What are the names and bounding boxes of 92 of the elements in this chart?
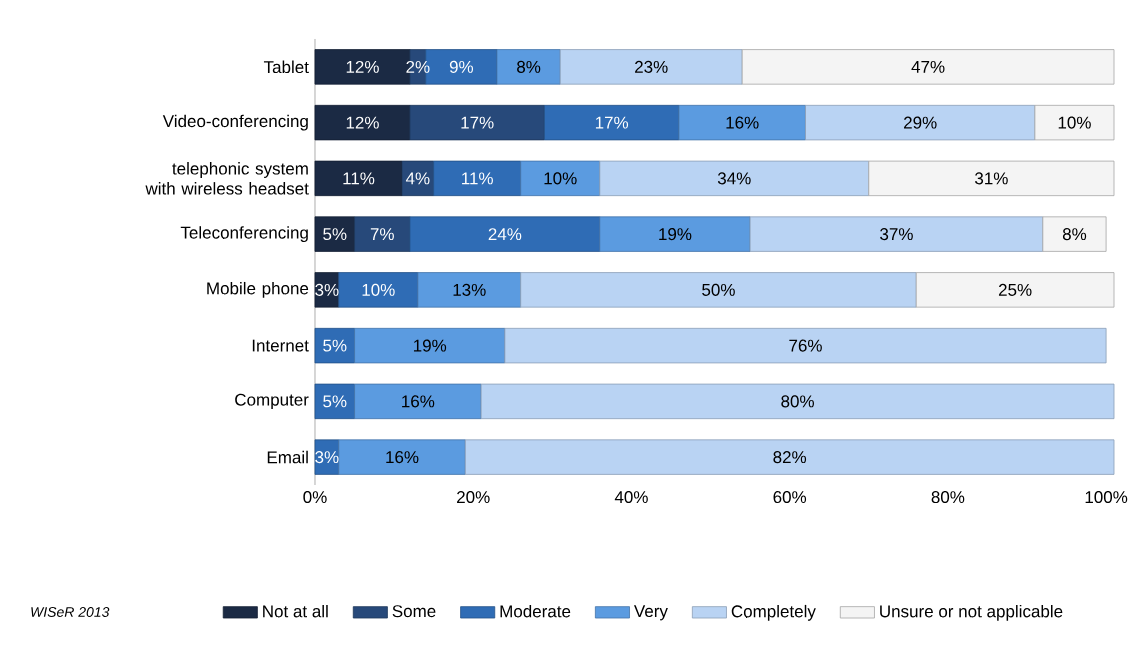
legend-label: Moderate	[500, 604, 571, 618]
bar	[520, 160, 601, 197]
y-tick-label: Mobile phone	[207, 281, 309, 298]
data-label: 29%	[904, 116, 937, 129]
x-tick-label: 100%	[1085, 491, 1128, 504]
y-tick-label: Tablet	[263, 60, 309, 74]
bar	[749, 216, 1044, 252]
bar	[338, 272, 419, 308]
x-tick-label: 40%	[614, 491, 648, 504]
y-tick-label: telephonic system with wireless headset	[145, 162, 309, 195]
bar	[417, 272, 522, 308]
y-tick-label: Video-conferencing	[162, 114, 308, 131]
data-label: 16%	[386, 451, 419, 464]
legend-label: Some	[392, 605, 436, 618]
data-label: 50%	[702, 283, 735, 296]
bar	[1042, 216, 1107, 252]
bar	[915, 272, 1115, 308]
data-label: 82%	[773, 451, 807, 464]
bar	[678, 104, 806, 141]
data-label: 5%	[323, 395, 347, 408]
data-label: 10%	[544, 172, 577, 185]
y-tick-label: Email	[267, 450, 308, 464]
bar	[314, 327, 355, 364]
bar	[544, 104, 680, 141]
data-label: 24%	[488, 228, 522, 241]
bar	[599, 160, 870, 197]
bar	[314, 383, 355, 420]
bar	[805, 104, 1036, 141]
data-label: 8%	[1062, 228, 1087, 241]
y-tick-label: Teleconferencing	[180, 226, 308, 243]
data-label: 3%	[315, 283, 339, 296]
data-label: 10%	[362, 283, 395, 296]
bar	[1034, 104, 1115, 141]
bar	[464, 439, 1115, 475]
bar	[338, 439, 466, 475]
x-tick-label: 0%	[303, 491, 327, 504]
data-label: 5%	[323, 339, 347, 352]
bar	[520, 272, 917, 308]
data-label: 4%	[405, 172, 430, 185]
bar	[868, 160, 1115, 197]
bar	[354, 327, 506, 364]
data-label: 80%	[781, 395, 814, 408]
bar	[433, 160, 522, 197]
data-label: 11%	[343, 172, 375, 185]
data-label: 47%	[911, 60, 945, 73]
data-label: 25%	[998, 283, 1032, 296]
bar	[599, 216, 751, 252]
legend-label: Completely	[731, 604, 816, 621]
data-label: 3%	[315, 451, 339, 464]
data-label: 23%	[635, 60, 668, 73]
data-label: 5%	[323, 228, 347, 241]
data-label: 13%	[453, 283, 486, 296]
y-tick-label: Internet	[252, 339, 309, 352]
text: WISeR 2013	[31, 607, 110, 617]
bar	[401, 160, 435, 197]
legend-label: Very	[633, 605, 668, 621]
data-label: 11%	[462, 172, 493, 185]
data-label: 19%	[659, 228, 692, 241]
y-tick-label: Computer	[235, 393, 309, 410]
data-label: 8%	[517, 60, 541, 73]
data-label: 31%	[975, 172, 1008, 185]
data-label: 34%	[717, 172, 751, 185]
x-tick-label: 80%	[931, 491, 965, 504]
bar	[314, 160, 403, 197]
data-label: 37%	[880, 228, 913, 241]
bar	[496, 49, 561, 85]
bar	[409, 216, 601, 252]
x-tick-label: 20%	[457, 491, 490, 504]
legend-label: Not at all	[263, 604, 328, 618]
data-label: 12%	[346, 60, 379, 73]
bar	[314, 104, 411, 141]
x-tick-label: 60%	[773, 491, 807, 504]
legend-label: Unsure or not applicable	[880, 604, 1063, 621]
bar	[409, 104, 545, 141]
data-label: 19%	[413, 339, 447, 352]
data-label: 12%	[346, 116, 379, 129]
data-label: 16%	[402, 395, 435, 408]
bar	[559, 49, 743, 85]
bar	[314, 216, 355, 252]
data-label: 16%	[726, 116, 759, 129]
data-label: 2%	[406, 60, 430, 73]
data-label: 17%	[595, 116, 629, 129]
bar	[354, 383, 482, 420]
data-label: 7%	[370, 228, 394, 241]
data-label: 76%	[789, 339, 822, 352]
bar	[480, 383, 1115, 420]
data-label: 10%	[1058, 116, 1091, 129]
bar	[504, 327, 1107, 364]
bar	[354, 216, 411, 252]
bar	[741, 49, 1115, 85]
data-label: 9%	[449, 60, 474, 73]
data-label: 17%	[461, 116, 494, 129]
